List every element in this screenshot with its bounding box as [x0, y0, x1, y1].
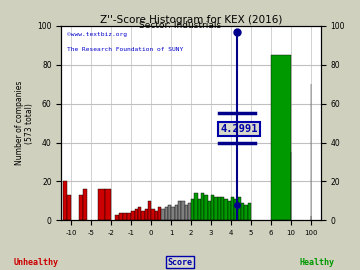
Bar [135, 209, 138, 220]
Bar [228, 201, 231, 220]
Bar [215, 197, 218, 220]
Bar [178, 201, 181, 220]
Bar [248, 203, 251, 220]
Bar [127, 212, 131, 220]
Bar [234, 199, 238, 220]
Bar [98, 189, 105, 220]
Y-axis label: Number of companies
(573 total): Number of companies (573 total) [15, 81, 35, 165]
Bar [181, 201, 185, 220]
Bar [63, 181, 67, 220]
Bar [194, 193, 198, 220]
Bar [79, 195, 84, 220]
Bar [175, 205, 178, 220]
Bar [141, 211, 145, 220]
Bar [158, 207, 161, 220]
Bar [148, 201, 151, 220]
Bar [123, 212, 127, 220]
Bar [271, 55, 291, 220]
Bar [208, 201, 211, 220]
Bar [218, 197, 221, 220]
Bar [84, 189, 87, 220]
Bar [115, 215, 119, 220]
Text: Unhealthy: Unhealthy [14, 258, 58, 266]
Bar [131, 211, 135, 220]
Bar [191, 199, 194, 220]
Bar [105, 189, 111, 220]
Bar [138, 207, 141, 220]
Bar [168, 205, 171, 220]
Bar [221, 197, 224, 220]
Text: ©www.textbiz.org: ©www.textbiz.org [67, 32, 127, 37]
Bar [238, 197, 241, 220]
Bar [171, 207, 175, 220]
Bar [241, 203, 244, 220]
Bar [154, 211, 158, 220]
Title: Z''-Score Histogram for KEX (2016): Z''-Score Histogram for KEX (2016) [100, 15, 282, 25]
Bar [67, 195, 71, 220]
Text: 4.2991: 4.2991 [220, 124, 258, 134]
Bar [204, 195, 208, 220]
Bar [119, 212, 123, 220]
Bar [211, 195, 215, 220]
Text: Healthy: Healthy [299, 258, 334, 266]
Bar [145, 209, 148, 220]
Bar [231, 197, 234, 220]
Bar [151, 209, 154, 220]
Bar [188, 203, 191, 220]
Text: Score: Score [167, 258, 193, 266]
Bar [224, 199, 228, 220]
Text: Sector: Industrials: Sector: Industrials [139, 21, 221, 30]
Text: The Research Foundation of SUNY: The Research Foundation of SUNY [67, 47, 183, 52]
Bar [165, 207, 168, 220]
Bar [185, 205, 188, 220]
Bar [161, 209, 165, 220]
Bar [244, 205, 248, 220]
Bar [198, 199, 201, 220]
Bar [201, 193, 204, 220]
